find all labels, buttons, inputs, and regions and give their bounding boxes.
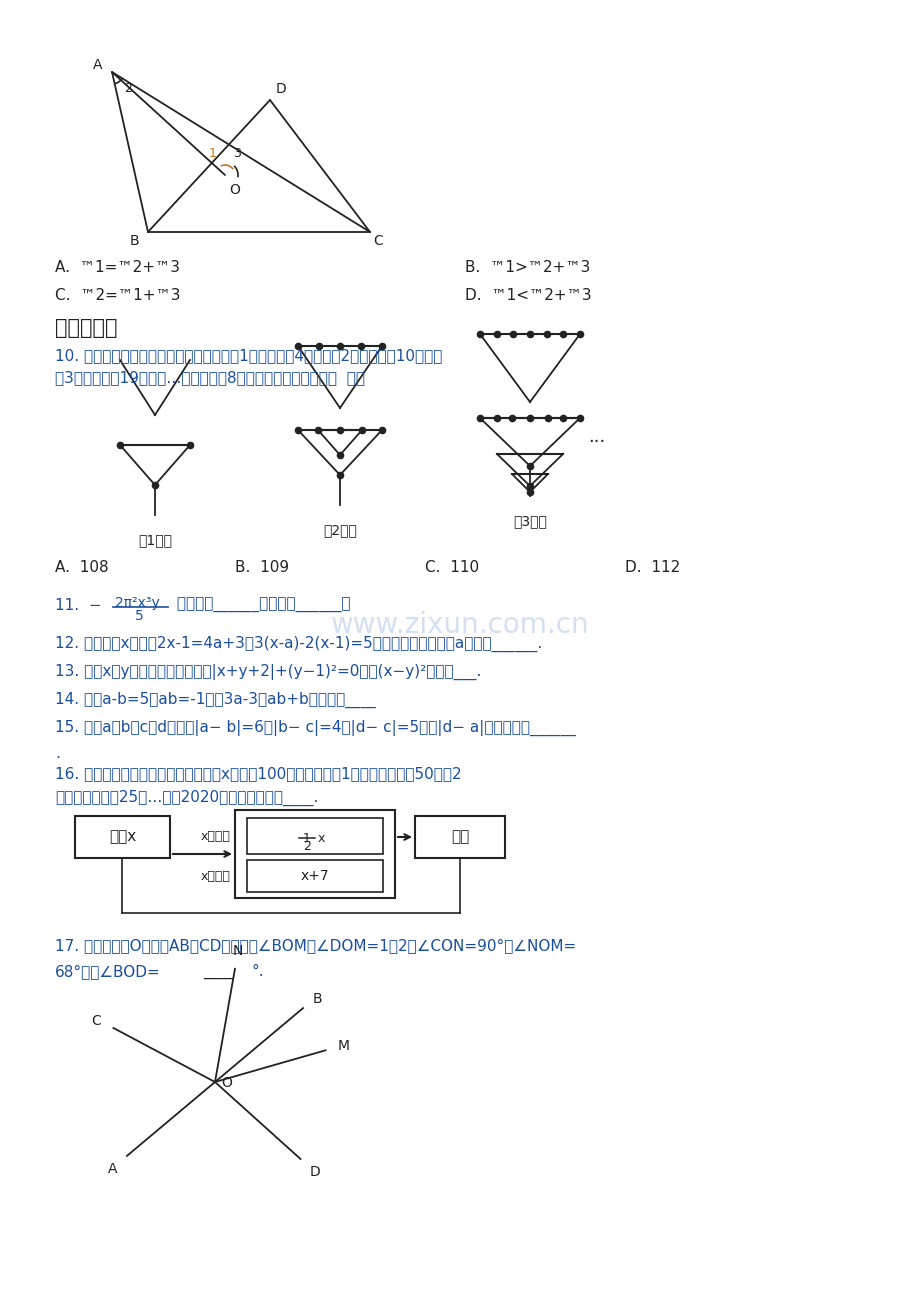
FancyBboxPatch shape: [414, 816, 505, 858]
Text: ____: ____: [203, 963, 233, 979]
Text: x+7: x+7: [301, 868, 329, 883]
Text: 12. 已知关于x的方程2x-1=4a+3与3(x-a)-2(x-1)=5的解互为相反数，则a的值为______.: 12. 已知关于x的方程2x-1=4a+3与3(x-a)-2(x-1)=5的解互…: [55, 635, 541, 652]
Text: C.  ™2=™1+™3: C. ™2=™1+™3: [55, 288, 180, 303]
Text: D.  112: D. 112: [624, 560, 679, 575]
Text: A: A: [108, 1161, 117, 1176]
Text: A.  ™1=™2+™3: A. ™1=™2+™3: [55, 260, 180, 275]
Text: 16. 如图的运算程序中，若开始输入的x的值为100，我们发现第1次输出的结果为50，第2: 16. 如图的运算程序中，若开始输入的x的值为100，我们发现第1次输出的结果为…: [55, 766, 461, 781]
Text: 2π²x³y: 2π²x³y: [115, 596, 160, 611]
FancyBboxPatch shape: [234, 810, 394, 898]
Text: x为奇数: x为奇数: [201, 870, 231, 883]
Text: 5: 5: [135, 609, 143, 622]
Text: B: B: [312, 992, 323, 1006]
Text: C.  110: C. 110: [425, 560, 479, 575]
Text: B.  ™1>™2+™3: B. ™1>™2+™3: [464, 260, 590, 275]
Text: 二、填空题: 二、填空题: [55, 318, 118, 339]
Text: 第2个图: 第2个图: [323, 523, 357, 536]
Text: 输出: 输出: [450, 829, 469, 845]
Text: 10. 观对下列一组图形中点的个数，其中第1个图中共有4个点，第2个图中共有10个点，: 10. 观对下列一组图形中点的个数，其中第1个图中共有4个点，第2个图中共有10…: [55, 348, 442, 363]
Text: C: C: [91, 1014, 101, 1029]
Text: 13. 已知x、y都是有理数，且满足|x+y+2|+(y−1)²=0，则(x−y)²的值是___.: 13. 已知x、y都是有理数，且满足|x+y+2|+(y−1)²=0，则(x−y…: [55, 664, 481, 680]
Text: O: O: [229, 184, 240, 197]
Text: 3: 3: [233, 147, 241, 160]
Text: A.  108: A. 108: [55, 560, 108, 575]
Text: www.zixun.com.cn: www.zixun.com.cn: [330, 611, 589, 639]
Text: N: N: [232, 944, 243, 958]
Text: x为偶数: x为偶数: [201, 829, 231, 842]
Text: 2: 2: [124, 82, 131, 95]
Text: x: x: [317, 832, 324, 845]
Text: 第1个图: 第1个图: [138, 533, 172, 547]
FancyBboxPatch shape: [75, 816, 170, 858]
Text: B: B: [129, 234, 139, 247]
Text: °.: °.: [252, 963, 265, 979]
Text: 2: 2: [302, 840, 311, 853]
Text: 15. 实数a，b，c，d满足：|a− b|=6，|b− c|=4，|d− c|=5，则|d− a|的最大值是______: 15. 实数a，b，c，d满足：|a− b|=6，|b− c|=4，|d− c|…: [55, 720, 575, 736]
Text: D: D: [276, 82, 287, 96]
Text: 第3个图: 第3个图: [513, 514, 546, 529]
Text: 14. 已知a-b=5，ab=-1，则3a-3（ab+b）的值是____: 14. 已知a-b=5，ab=-1，则3a-3（ab+b）的值是____: [55, 691, 375, 708]
Text: .: .: [55, 746, 60, 760]
FancyBboxPatch shape: [246, 861, 382, 892]
Text: M: M: [337, 1039, 349, 1053]
Text: A: A: [93, 59, 103, 72]
Text: 的系数是______，次数是______，: 的系数是______，次数是______，: [172, 598, 350, 613]
Text: 第3个图中共有19个点，…按此规律第8个图中共有点的个数是（  ）个: 第3个图中共有19个点，…按此规律第8个图中共有点的个数是（ ）个: [55, 370, 365, 385]
Text: B.  109: B. 109: [234, 560, 289, 575]
Text: 1: 1: [209, 147, 217, 160]
Text: ...: ...: [587, 428, 605, 447]
Text: D.  ™1<™2+™3: D. ™1<™2+™3: [464, 288, 591, 303]
Text: 输入x: 输入x: [108, 829, 136, 845]
Text: O: O: [221, 1075, 232, 1090]
Text: 次输出的结果为25，…则第2020次输出的结果为____.: 次输出的结果为25，…则第2020次输出的结果为____.: [55, 790, 318, 806]
Text: D: D: [309, 1165, 320, 1180]
Text: C: C: [373, 234, 382, 247]
FancyBboxPatch shape: [246, 818, 382, 854]
Text: 17. 如图所示，O是直线AB与CD的交点，∠BOM：∠DOM=1：2，∠CON=90°，∠NOM=: 17. 如图所示，O是直线AB与CD的交点，∠BOM：∠DOM=1：2，∠CON…: [55, 937, 575, 953]
Text: 68°，则∠BOD=: 68°，则∠BOD=: [55, 963, 161, 979]
Text: 1: 1: [302, 832, 311, 845]
Text: 11.  −: 11. −: [55, 598, 101, 613]
